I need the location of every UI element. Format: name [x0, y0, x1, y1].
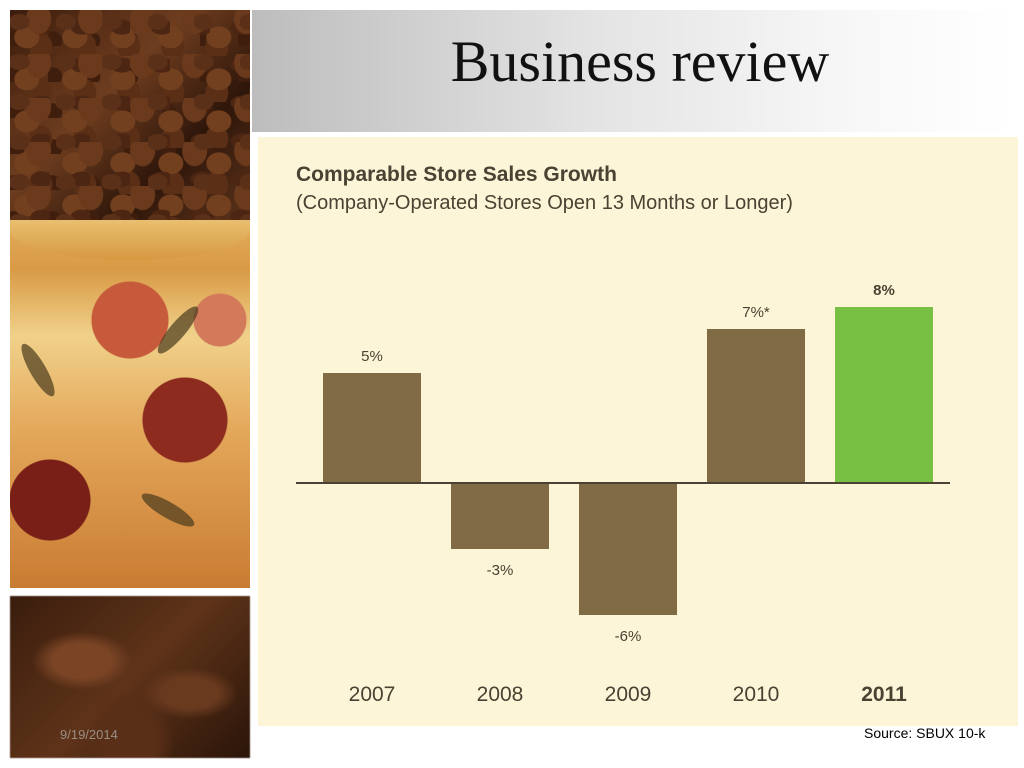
bar-2007 — [323, 373, 421, 483]
blurred-beans-photo — [10, 596, 250, 758]
bar-2008 — [451, 483, 549, 549]
value-label-2009: -6% — [615, 628, 642, 645]
slide-title: Business review — [450, 29, 830, 94]
chart-subtitle: (Company-Operated Stores Open 13 Months … — [296, 192, 793, 214]
bar-2010 — [707, 329, 805, 483]
chart-title: Comparable Store Sales Growth — [296, 163, 617, 186]
value-label-2007: 5% — [361, 348, 383, 365]
value-label-2008: -3% — [487, 562, 514, 579]
x-tick-label-2009: 2009 — [605, 683, 652, 706]
value-label-2011: 8% — [873, 282, 895, 299]
x-tick-label-2008: 2008 — [477, 683, 524, 706]
coffee-cup-photo — [10, 10, 250, 588]
title-band — [252, 10, 1014, 132]
source-note: Source: SBUX 10-k — [864, 725, 986, 741]
value-label-2010: 7%* — [742, 304, 770, 321]
chart-panel: Comparable Store Sales Growth (Company-O… — [258, 137, 1018, 726]
bar-chart: 5% 2007 -3% 2008 -6% 2009 7%* 2010 8% 2011 — [296, 282, 950, 706]
bar-2009 — [579, 483, 677, 615]
bar-2011 — [835, 307, 933, 483]
coffee-beans-image — [10, 10, 250, 220]
slide-date: 9/19/2014 — [60, 727, 118, 742]
x-tick-label-2010: 2010 — [733, 683, 780, 706]
x-tick-label-2011: 2011 — [861, 683, 907, 706]
x-tick-label-2007: 2007 — [349, 683, 396, 706]
